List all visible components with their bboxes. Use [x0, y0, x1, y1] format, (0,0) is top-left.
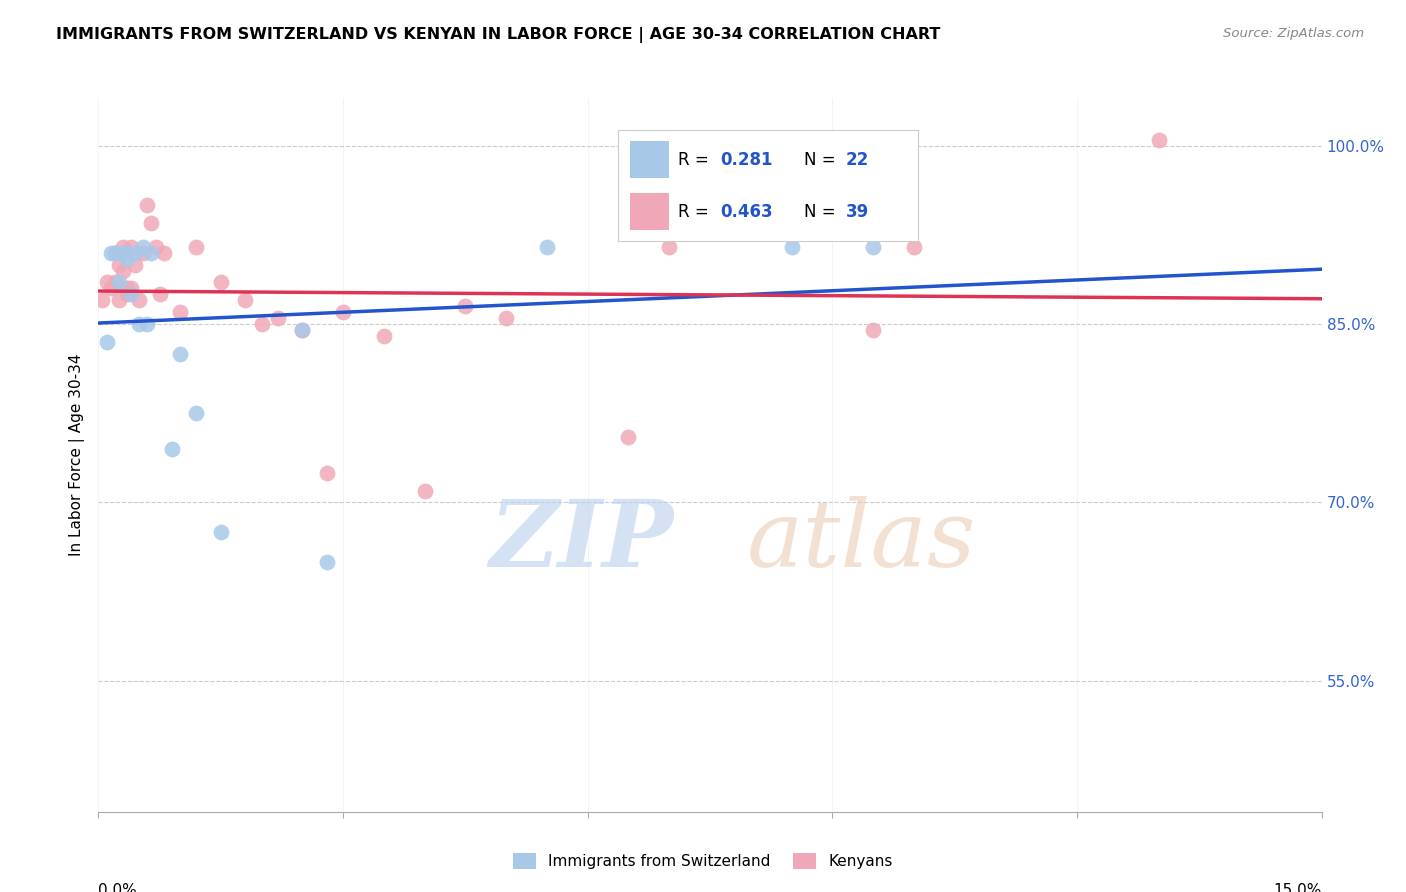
- Point: [96, 334, 118, 349]
- Point: [149, 287, 172, 301]
- Text: 15.0%: 15.0%: [1274, 883, 1322, 892]
- Text: N =: N =: [804, 151, 841, 169]
- Point: [536, 240, 558, 254]
- Point: [862, 240, 884, 254]
- Text: IMMIGRANTS FROM SWITZERLAND VS KENYAN IN LABOR FORCE | AGE 30-34 CORRELATION CHA: IMMIGRANTS FROM SWITZERLAND VS KENYAN IN…: [56, 27, 941, 43]
- FancyBboxPatch shape: [630, 194, 669, 230]
- Text: 22: 22: [846, 151, 869, 169]
- Legend: Immigrants from Switzerland, Kenyans: Immigrants from Switzerland, Kenyans: [508, 847, 898, 875]
- Y-axis label: In Labor Force | Age 30-34: In Labor Force | Age 30-34: [69, 353, 84, 557]
- Point: [124, 258, 146, 272]
- Point: [267, 311, 290, 326]
- Point: [104, 245, 127, 260]
- Point: [120, 281, 142, 295]
- Point: [373, 329, 395, 343]
- Point: [136, 317, 159, 331]
- Point: [132, 240, 155, 254]
- Point: [120, 287, 142, 301]
- Point: [120, 240, 142, 254]
- Point: [209, 525, 232, 540]
- Point: [315, 555, 337, 569]
- Text: R =: R =: [678, 202, 714, 220]
- Text: ZIP: ZIP: [489, 496, 673, 585]
- Point: [91, 293, 114, 308]
- Point: [108, 293, 131, 308]
- Point: [108, 258, 131, 272]
- Point: [104, 245, 127, 260]
- Point: [128, 293, 150, 308]
- Point: [160, 442, 183, 456]
- Point: [115, 252, 138, 266]
- Point: [169, 347, 191, 361]
- Point: [145, 240, 167, 254]
- Point: [186, 406, 208, 420]
- Point: [454, 299, 477, 313]
- Text: 39: 39: [846, 202, 869, 220]
- Point: [186, 240, 208, 254]
- Point: [111, 245, 134, 260]
- Point: [124, 245, 146, 260]
- Text: Source: ZipAtlas.com: Source: ZipAtlas.com: [1223, 27, 1364, 40]
- Text: R =: R =: [678, 151, 714, 169]
- Point: [115, 245, 138, 260]
- Point: [291, 323, 314, 337]
- Text: 0.463: 0.463: [720, 202, 773, 220]
- Point: [903, 240, 925, 254]
- Text: 0.0%: 0.0%: [98, 883, 138, 892]
- Point: [250, 317, 273, 331]
- Point: [111, 263, 134, 277]
- Text: N =: N =: [804, 202, 841, 220]
- Point: [136, 198, 159, 212]
- Point: [132, 245, 155, 260]
- Point: [128, 317, 150, 331]
- Point: [169, 305, 191, 319]
- Point: [617, 430, 640, 444]
- Point: [291, 323, 314, 337]
- Point: [141, 245, 163, 260]
- Point: [209, 276, 232, 290]
- Point: [233, 293, 256, 308]
- FancyBboxPatch shape: [630, 141, 669, 178]
- Point: [115, 287, 138, 301]
- Point: [332, 305, 354, 319]
- Point: [141, 216, 163, 230]
- Point: [315, 466, 337, 480]
- Point: [862, 323, 884, 337]
- Point: [1147, 133, 1170, 147]
- Point: [100, 281, 122, 295]
- Point: [413, 483, 436, 498]
- Point: [780, 240, 803, 254]
- Text: atlas: atlas: [747, 496, 976, 585]
- Point: [495, 311, 517, 326]
- Point: [111, 240, 134, 254]
- Point: [115, 281, 138, 295]
- Point: [96, 276, 118, 290]
- Point: [108, 276, 131, 290]
- Point: [104, 276, 127, 290]
- Point: [658, 240, 681, 254]
- Point: [100, 245, 122, 260]
- Point: [152, 245, 174, 260]
- Text: 0.281: 0.281: [720, 151, 773, 169]
